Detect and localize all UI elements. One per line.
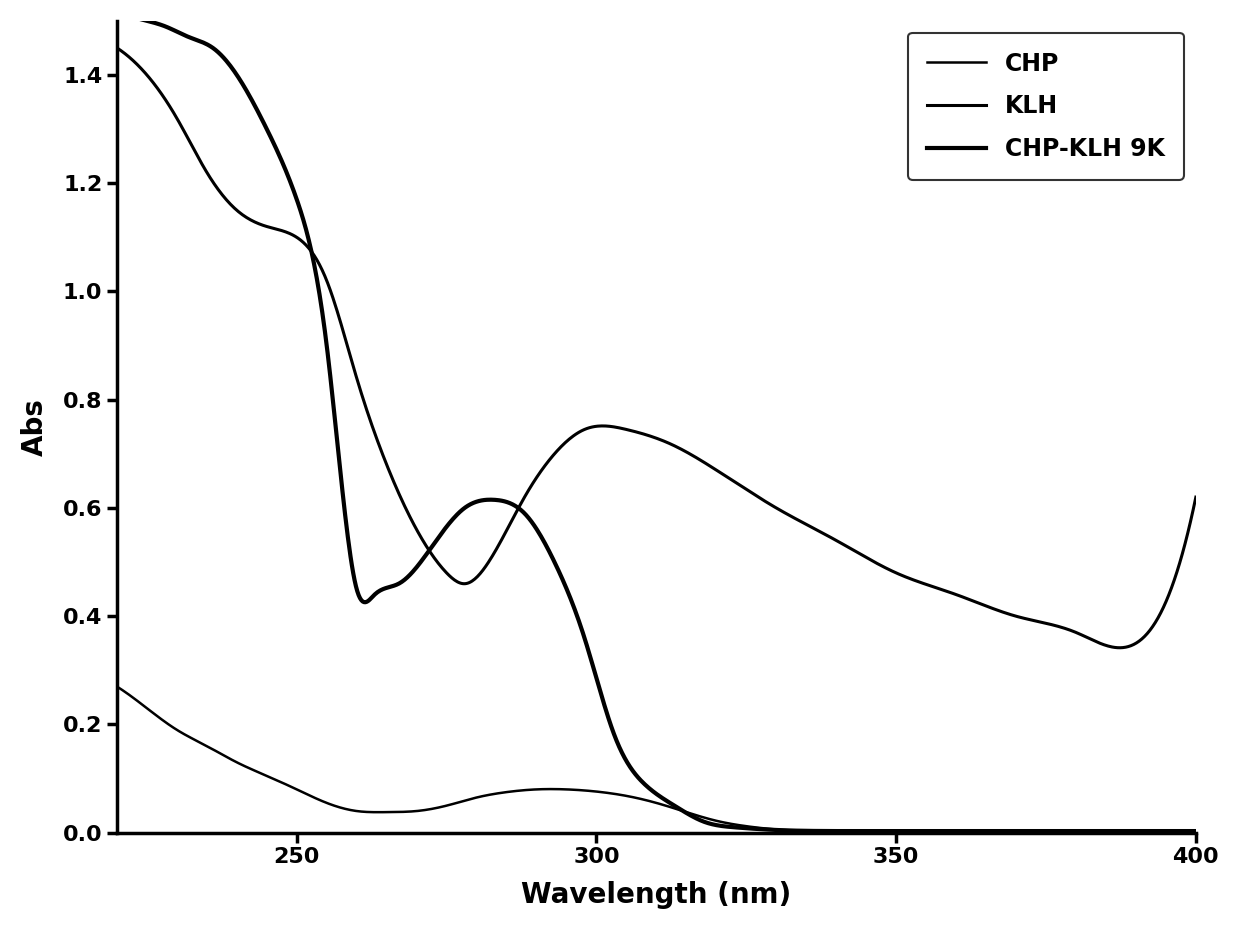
- CHP: [176, 728, 191, 739]
- Line: KLH: KLH: [117, 48, 1195, 648]
- CHP-KLH 9K: [764, 824, 779, 835]
- CHP-KLH 9K: [929, 826, 944, 837]
- KLH: [176, 124, 191, 135]
- KLH: [737, 482, 751, 493]
- CHP: [1188, 827, 1203, 838]
- KLH: [764, 499, 779, 511]
- CHP-KLH 9K: [851, 826, 866, 837]
- CHP-KLH 9K: [176, 29, 191, 40]
- CHP: [911, 827, 926, 838]
- CHP-KLH 9K: [797, 825, 812, 836]
- Line: CHP: CHP: [117, 686, 1195, 832]
- CHP: [109, 681, 124, 692]
- Legend: CHP, KLH, CHP-KLH 9K: CHP, KLH, CHP-KLH 9K: [909, 33, 1184, 180]
- KLH: [928, 582, 942, 593]
- KLH: [1188, 492, 1203, 503]
- KLH: [1112, 643, 1127, 654]
- KLH: [1039, 618, 1054, 629]
- CHP: [764, 823, 779, 834]
- X-axis label: Wavelength (nm): Wavelength (nm): [521, 881, 791, 910]
- Line: CHP-KLH 9K: CHP-KLH 9K: [117, 10, 1195, 831]
- CHP-KLH 9K: [109, 5, 124, 16]
- CHP: [797, 825, 812, 836]
- CHP: [929, 827, 944, 838]
- KLH: [109, 43, 124, 54]
- CHP: [737, 820, 751, 831]
- KLH: [797, 518, 812, 529]
- CHP-KLH 9K: [1188, 826, 1203, 837]
- CHP-KLH 9K: [737, 822, 751, 833]
- Y-axis label: Abs: Abs: [21, 398, 48, 456]
- CHP-KLH 9K: [1040, 826, 1055, 837]
- CHP: [1040, 827, 1055, 838]
